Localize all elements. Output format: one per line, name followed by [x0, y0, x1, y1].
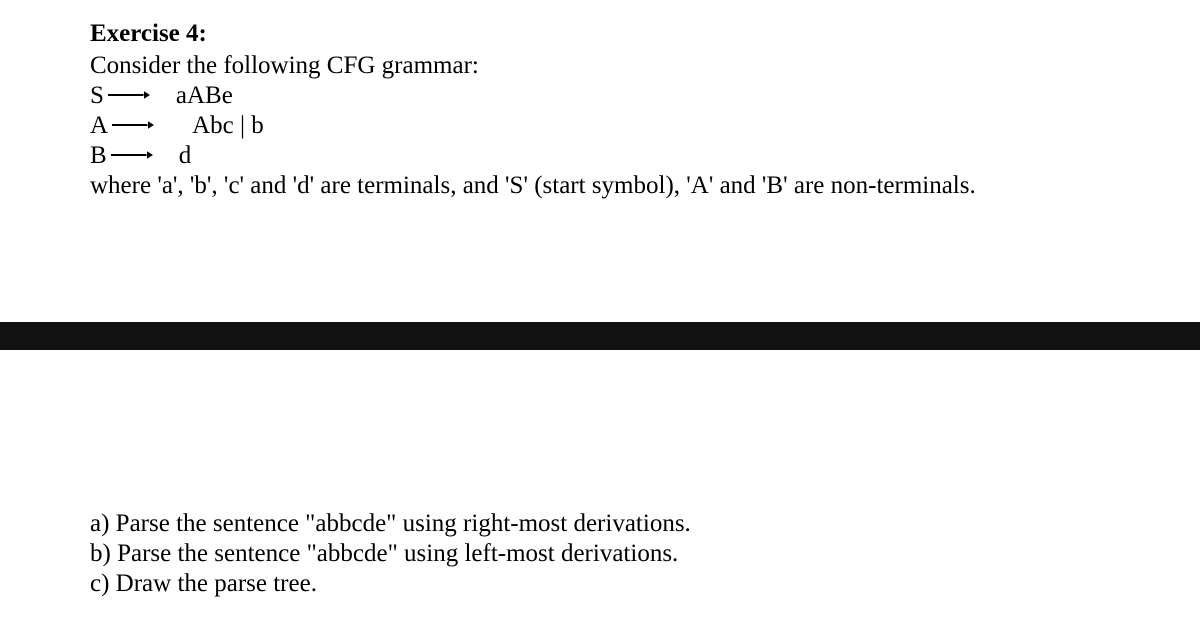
question-item: a) Parse the sentence "abbcde" using rig… [90, 510, 1120, 538]
rule-lhs: B [90, 142, 107, 170]
arrow-icon [111, 149, 153, 161]
rule-rhs: aABe [176, 82, 233, 110]
arrow-wrap [111, 149, 153, 161]
exercise-heading: Exercise 4: [90, 20, 1120, 48]
page-divider [0, 322, 1200, 350]
question-item: c) Draw the parse tree. [90, 570, 1120, 598]
explanation-text: where 'a', 'b', 'c' and 'd' are terminal… [90, 172, 1120, 200]
grammar-rule: SaABe [90, 82, 1120, 110]
rule-rhs: d [179, 142, 192, 170]
arrow-icon [112, 119, 154, 131]
questions-list: a) Parse the sentence "abbcde" using rig… [90, 510, 1120, 598]
grammar-rules: SaABeAAbc | bBd [90, 82, 1120, 170]
rule-rhs: Abc | b [192, 112, 264, 140]
arrow-icon [108, 89, 150, 101]
rule-lhs: A [90, 112, 108, 140]
rule-lhs: S [90, 82, 104, 110]
grammar-rule: Bd [90, 142, 1120, 170]
question-item: b) Parse the sentence "abbcde" using lef… [90, 540, 1120, 568]
intro-text: Consider the following CFG grammar: [90, 52, 1120, 80]
arrow-wrap [112, 119, 154, 131]
grammar-rule: A Abc | b [90, 112, 1120, 140]
arrow-wrap [108, 89, 150, 101]
